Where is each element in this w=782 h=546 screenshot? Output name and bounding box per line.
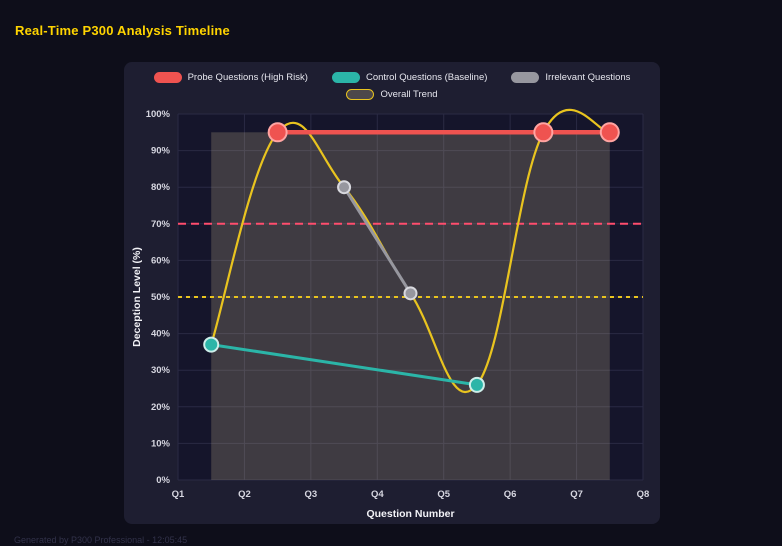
- legend-item-control[interactable]: Control Questions (Baseline): [331, 72, 488, 83]
- y-tick-label: 50%: [151, 292, 171, 303]
- legend-swatch-control: [331, 72, 360, 83]
- y-tick-label: 70%: [151, 219, 171, 230]
- y-tick-label: 80%: [151, 182, 171, 193]
- y-tick-label: 0%: [156, 475, 170, 486]
- legend-label-trend: Overall Trend: [380, 89, 438, 100]
- y-tick-label: 10%: [151, 438, 171, 449]
- y-axis-title: Deception Level (%): [131, 247, 143, 347]
- footer-generated-text: Generated by P300 Professional - 12:05:4…: [14, 535, 188, 545]
- page-title: Real-Time P300 Analysis Timeline: [15, 22, 230, 38]
- legend-swatch-trend: [346, 89, 375, 100]
- y-tick-label: 40%: [151, 329, 171, 340]
- x-tick-label: Q7: [570, 489, 583, 500]
- highlight-region: [211, 132, 610, 481]
- control-line: [209, 343, 479, 387]
- irrelevant-line: [342, 185, 412, 295]
- control-point[interactable]: [468, 376, 485, 393]
- x-tick-label: Q8: [637, 489, 650, 500]
- x-axis-title: Question Number: [366, 508, 454, 520]
- y-tick-label: 100%: [146, 109, 171, 120]
- legend-item-probe[interactable]: Probe Questions (High Risk): [153, 72, 308, 83]
- x-tick-label: Q6: [504, 489, 517, 500]
- irrelevant-point[interactable]: [337, 180, 352, 195]
- legend-swatch-probe: [153, 72, 182, 83]
- chart-panel: Probe Questions (High Risk) Control Ques…: [124, 62, 660, 524]
- legend-row-1: Probe Questions (High Risk) Control Ques…: [153, 72, 630, 83]
- x-tick-label: Q4: [371, 489, 384, 500]
- x-tick-label: Q3: [305, 489, 318, 500]
- irrelevant-point[interactable]: [403, 286, 418, 301]
- legend-swatch-irrelevant: [511, 72, 540, 83]
- legend-row-2: Overall Trend: [346, 89, 438, 100]
- probe-point[interactable]: [599, 122, 620, 143]
- legend-label-irrelevant: Irrelevant Questions: [545, 72, 631, 83]
- y-tick-label: 20%: [151, 402, 171, 413]
- legend-label-control: Control Questions (Baseline): [365, 72, 488, 83]
- x-tick-label: Q5: [437, 489, 450, 500]
- chart-legend: Probe Questions (High Risk) Control Ques…: [124, 72, 660, 100]
- probe-point[interactable]: [533, 122, 554, 143]
- deception-timeline-chart[interactable]: Q1 Q2 Q3 Q4 Q5 Q6 Q7 Q8 0% 10% 20% 30% 40% 50% 60% 70% 8…: [124, 106, 660, 524]
- control-point[interactable]: [203, 336, 220, 353]
- legend-item-trend[interactable]: Overall Trend: [346, 89, 438, 100]
- x-tick-label: Q1: [172, 489, 185, 500]
- probe-point[interactable]: [267, 122, 288, 143]
- legend-item-irrelevant[interactable]: Irrelevant Questions: [511, 72, 630, 83]
- y-tick-label: 30%: [151, 365, 171, 376]
- legend-label-probe: Probe Questions (High Risk): [187, 72, 308, 83]
- x-tick-label: Q2: [238, 489, 251, 500]
- y-tick-label: 90%: [151, 146, 171, 157]
- y-tick-label: 60%: [151, 255, 171, 266]
